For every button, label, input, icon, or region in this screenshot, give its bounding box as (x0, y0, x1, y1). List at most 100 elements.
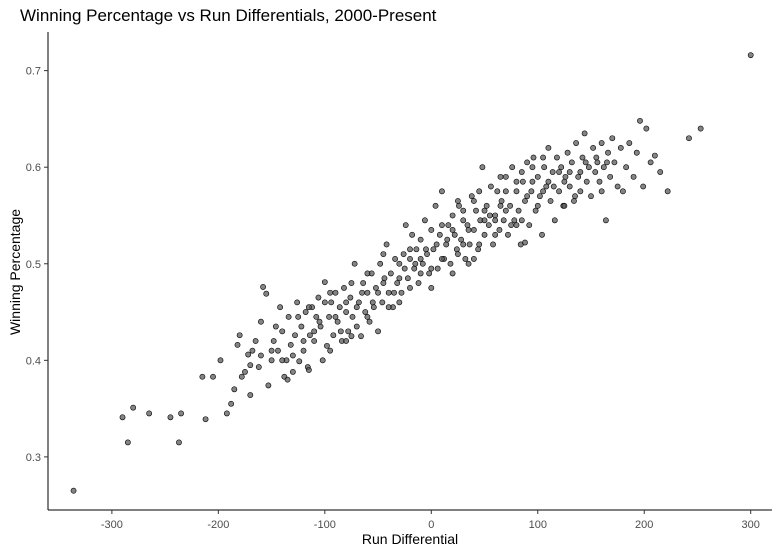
data-point (598, 188, 605, 195)
data-point (311, 328, 318, 335)
x-tick-label: 100 (529, 519, 547, 531)
data-point (449, 212, 456, 219)
data-point (588, 193, 594, 200)
data-point (249, 347, 256, 354)
data-point (575, 173, 582, 180)
data-point (258, 318, 264, 325)
data-point (532, 207, 539, 214)
data-point (551, 217, 558, 224)
data-point (498, 198, 505, 204)
data-point (277, 304, 284, 311)
data-point (176, 439, 182, 446)
data-point (324, 342, 330, 349)
data-point (481, 231, 488, 238)
data-point (476, 241, 483, 248)
data-point (545, 178, 552, 185)
data-point (178, 410, 184, 417)
data-point (529, 164, 536, 171)
data-point (287, 341, 294, 348)
data-point (398, 289, 405, 296)
y-tick-label: 0.7 (26, 66, 41, 78)
data-point (564, 149, 571, 156)
data-point (449, 270, 456, 277)
data-point (245, 351, 252, 358)
data-point (497, 202, 504, 209)
data-point (430, 246, 437, 253)
data-point (594, 159, 601, 166)
data-point (486, 212, 493, 219)
data-point (568, 159, 575, 166)
data-point (348, 280, 355, 286)
data-point (285, 313, 292, 320)
data-point (385, 289, 392, 296)
data-point (529, 178, 536, 185)
data-point (373, 284, 379, 291)
data-point (319, 357, 326, 364)
data-point (664, 188, 671, 195)
data-point (409, 231, 416, 238)
data-point (130, 404, 137, 411)
data-point (536, 193, 543, 200)
data-point (626, 140, 633, 146)
data-point (252, 338, 259, 344)
data-point (497, 173, 504, 180)
data-point (522, 239, 528, 246)
data-point (549, 169, 556, 175)
data-point (351, 260, 358, 267)
data-point (524, 159, 531, 166)
data-point (364, 313, 371, 320)
data-point (547, 198, 554, 204)
data-point (443, 241, 450, 248)
data-point (231, 386, 238, 393)
y-axis-label: Winning Percentage (7, 208, 23, 336)
data-point (585, 164, 592, 171)
data-point (360, 280, 367, 286)
data-point (300, 338, 307, 344)
data-point (330, 332, 337, 339)
x-tick-label: 200 (635, 519, 653, 531)
data-point (313, 313, 320, 320)
data-point (466, 241, 473, 248)
data-point (603, 217, 609, 224)
data-point (364, 289, 371, 296)
data-point (332, 289, 339, 296)
data-point (275, 347, 281, 354)
data-point (439, 222, 445, 229)
data-point (317, 323, 324, 330)
data-point (439, 188, 445, 195)
data-point (400, 251, 407, 258)
data-point (424, 251, 430, 258)
data-point (417, 270, 424, 277)
y-tick-label: 0.3 (26, 452, 41, 464)
data-point (265, 382, 272, 389)
data-point (348, 333, 355, 340)
data-point (600, 164, 607, 171)
data-point (492, 212, 499, 219)
data-point (607, 173, 614, 180)
data-point (436, 231, 443, 238)
data-point (637, 117, 643, 124)
data-point (617, 144, 624, 151)
data-point (465, 227, 472, 233)
data-point (343, 338, 350, 344)
data-point (327, 289, 334, 296)
data-point (476, 188, 483, 195)
data-point (592, 169, 599, 175)
data-point (258, 352, 264, 359)
data-point (302, 309, 309, 315)
data-point (428, 265, 435, 272)
data-point (500, 217, 507, 224)
data-point (539, 231, 545, 238)
data-point (515, 207, 522, 214)
data-point (566, 183, 573, 190)
x-tick-label: -200 (207, 519, 229, 531)
data-point (432, 202, 439, 209)
data-point (470, 198, 477, 204)
data-point (315, 294, 322, 301)
data-point (449, 227, 456, 233)
data-point (572, 193, 578, 200)
data-point (453, 246, 460, 253)
data-point (455, 251, 461, 258)
data-point (630, 173, 637, 180)
